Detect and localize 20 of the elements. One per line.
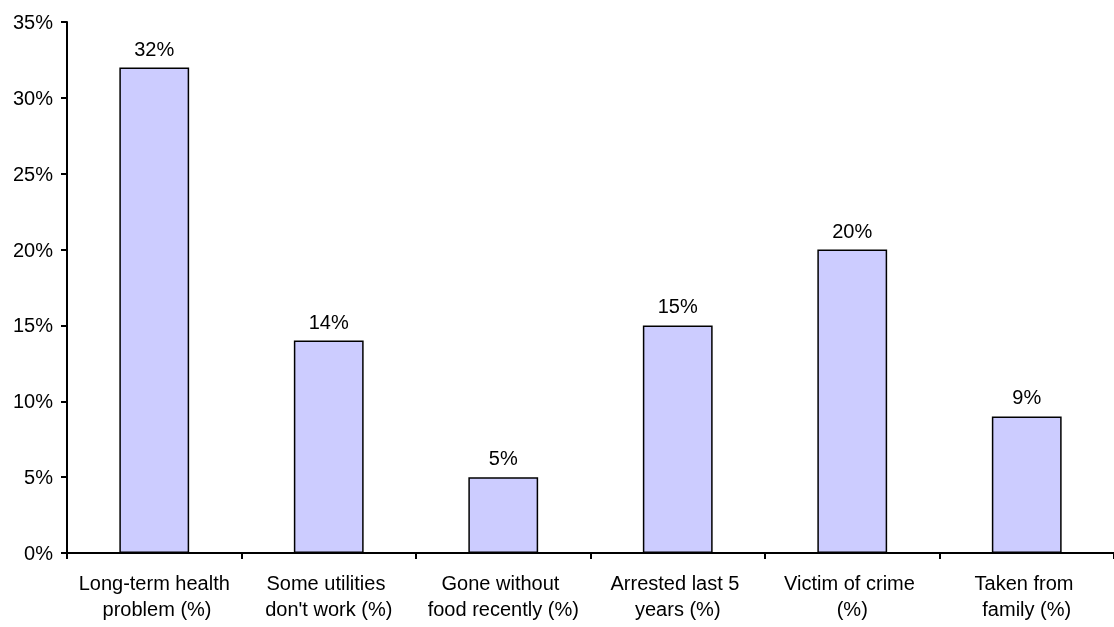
data-label: 14% bbox=[308, 310, 349, 333]
x-tick-label: Taken from family (%) bbox=[974, 572, 1079, 620]
data-label: 32% bbox=[134, 37, 175, 60]
x-tick-label: Some utilities don't work (%) bbox=[265, 572, 393, 620]
x-tick-label: Arrested last 5 years (%) bbox=[610, 572, 746, 620]
x-tick-label: Long-term health problem (%) bbox=[78, 572, 230, 620]
y-tick-label: 35% bbox=[12, 11, 54, 33]
data-label: 15% bbox=[657, 295, 698, 318]
y-tick-label: 25% bbox=[12, 162, 54, 185]
y-tick-label: 5% bbox=[24, 466, 54, 489]
x-tick-label: Victim of crime (%) bbox=[784, 572, 921, 620]
x-tick-label: Gone without food recently (%) bbox=[427, 572, 579, 620]
data-label: 20% bbox=[832, 219, 873, 242]
y-tick-label: 10% bbox=[12, 390, 54, 413]
y-tick-label: 0% bbox=[24, 542, 54, 564]
y-tick-label: 20% bbox=[12, 238, 54, 261]
y-tick-label: 15% bbox=[12, 314, 54, 337]
data-label: 9% bbox=[1012, 386, 1042, 409]
y-tick-label: 30% bbox=[12, 86, 54, 109]
data-label: 5% bbox=[488, 447, 518, 470]
